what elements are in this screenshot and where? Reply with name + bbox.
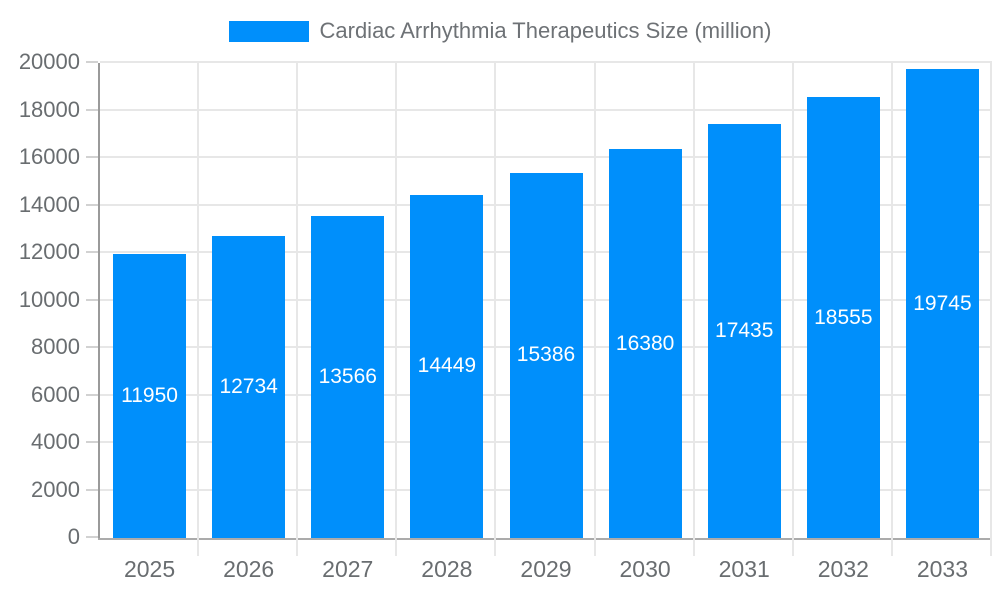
bar-value-label: 12734 — [219, 374, 278, 398]
gridline-vertical — [692, 63, 695, 556]
y-axis-label: 16000 — [18, 144, 80, 169]
y-axis-label: 2000 — [31, 476, 80, 502]
bar-2031[interactable]: 17435 — [707, 123, 781, 538]
gridline-horizontal — [100, 61, 992, 63]
x-axis-label: 2030 — [619, 556, 671, 582]
bar-value-label: 11950 — [121, 384, 178, 408]
y-axis-label: 0 — [67, 524, 80, 549]
gridline-vertical — [593, 63, 596, 556]
bar-2027[interactable]: 13566 — [311, 215, 385, 538]
y-axis-tick — [86, 203, 98, 206]
x-axis-label: 2031 — [718, 556, 770, 582]
bar-value-label: 15386 — [516, 343, 576, 367]
bar-2033[interactable]: 19745 — [905, 69, 979, 538]
x-axis-label: 2025 — [123, 556, 176, 582]
x-axis-label: 2032 — [817, 556, 869, 582]
legend-label: Cardiac Arrhythmia Therapeutics Size (mi… — [319, 18, 772, 43]
bar-value-label: 16380 — [615, 331, 675, 355]
y-axis-tick — [86, 393, 98, 396]
x-axis-label: 2026 — [223, 556, 275, 582]
bar-value-label: 18555 — [814, 305, 873, 329]
gridline-vertical — [791, 63, 794, 556]
y-axis-tick — [86, 251, 98, 253]
bar-2030[interactable]: 16380 — [608, 148, 682, 538]
legend-swatch — [228, 20, 309, 42]
bar-value-label: 17435 — [715, 318, 774, 342]
legend-item[interactable]: Cardiac Arrhythmia Therapeutics Size (mi… — [0, 18, 1000, 44]
y-axis-label: 8000 — [31, 334, 80, 359]
y-axis-tick — [86, 61, 98, 63]
y-axis-label: 14000 — [18, 191, 80, 217]
bar-2029[interactable]: 15386 — [509, 172, 583, 538]
y-axis-label: 10000 — [18, 286, 80, 312]
y-axis-tick — [86, 298, 98, 301]
bar-value-label: 14449 — [417, 354, 477, 378]
gridline-vertical — [890, 63, 893, 556]
bar-2028[interactable]: 14449 — [410, 194, 484, 538]
gridline-vertical — [494, 63, 497, 556]
bar-2025[interactable]: 11950 — [113, 254, 187, 538]
x-axis-label: 2027 — [322, 556, 374, 582]
x-axis-line — [98, 538, 992, 540]
bar-2032[interactable]: 18555 — [806, 97, 880, 538]
y-axis-label: 20000 — [18, 49, 80, 74]
bar-2026[interactable]: 12734 — [212, 235, 286, 538]
y-axis-tick — [86, 156, 98, 158]
x-axis-label: 2028 — [421, 556, 473, 582]
y-axis-label: 18000 — [18, 96, 80, 122]
y-axis-tick — [86, 441, 98, 443]
y-axis-tick — [86, 536, 98, 538]
y-axis-tick — [86, 488, 98, 491]
gridline-vertical — [296, 63, 299, 556]
gridline-vertical — [990, 63, 992, 556]
gridline-vertical — [395, 63, 398, 556]
y-axis-label: 6000 — [31, 381, 80, 407]
plot-area: 11950 12734 13566 14449 15386 16380 17435 18555… — [86, 61, 992, 556]
y-axis-tick — [86, 108, 98, 111]
bar-value-label: 19745 — [913, 291, 972, 315]
x-axis-label: 2033 — [916, 556, 969, 582]
gridline-horizontal — [100, 108, 992, 111]
y-axis-tick — [86, 346, 98, 348]
y-axis-line — [98, 63, 100, 540]
y-axis-label: 4000 — [31, 429, 80, 454]
y-axis-label: 12000 — [18, 239, 80, 264]
gridline-vertical — [197, 63, 200, 556]
bar-value-label: 13566 — [318, 364, 377, 388]
x-axis-label: 2029 — [520, 556, 572, 582]
gridline-horizontal — [100, 156, 992, 158]
